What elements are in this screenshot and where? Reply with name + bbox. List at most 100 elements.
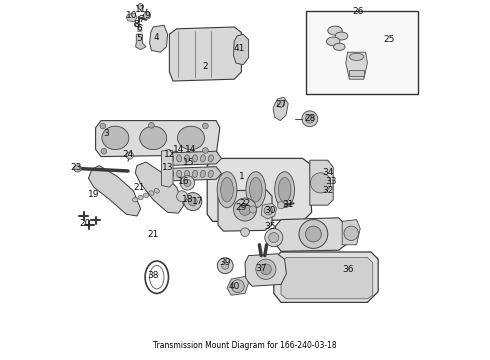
Circle shape xyxy=(184,179,191,186)
Text: 7: 7 xyxy=(138,15,144,24)
Ellipse shape xyxy=(200,170,205,177)
Ellipse shape xyxy=(217,172,237,208)
Text: 5: 5 xyxy=(136,35,142,44)
Text: 28: 28 xyxy=(304,114,316,123)
Polygon shape xyxy=(135,162,184,213)
Text: 1: 1 xyxy=(239,172,245,181)
Ellipse shape xyxy=(138,195,143,200)
Ellipse shape xyxy=(278,177,291,202)
Text: 15: 15 xyxy=(183,158,195,166)
Ellipse shape xyxy=(249,177,262,202)
Polygon shape xyxy=(162,151,221,166)
Text: 22: 22 xyxy=(240,199,250,208)
Text: 23: 23 xyxy=(70,163,81,172)
Text: 4: 4 xyxy=(154,33,160,42)
Circle shape xyxy=(261,264,271,275)
Ellipse shape xyxy=(193,170,197,177)
Circle shape xyxy=(233,198,257,221)
Circle shape xyxy=(176,191,187,202)
Circle shape xyxy=(184,193,202,211)
Circle shape xyxy=(249,206,257,213)
Ellipse shape xyxy=(149,191,154,195)
Text: 2: 2 xyxy=(202,62,208,71)
Ellipse shape xyxy=(132,198,138,202)
Text: 11: 11 xyxy=(135,5,147,14)
Ellipse shape xyxy=(185,155,190,162)
Circle shape xyxy=(202,123,208,129)
Text: 39: 39 xyxy=(220,258,231,267)
Text: 14: 14 xyxy=(172,145,184,154)
Text: 27: 27 xyxy=(275,100,287,109)
Ellipse shape xyxy=(102,126,129,150)
Ellipse shape xyxy=(275,172,294,208)
Text: 37: 37 xyxy=(255,264,267,273)
Text: 16: 16 xyxy=(178,177,190,186)
Ellipse shape xyxy=(328,26,342,35)
Text: 3: 3 xyxy=(103,129,109,138)
Text: 10: 10 xyxy=(126,11,137,20)
Text: 12: 12 xyxy=(164,150,175,159)
Polygon shape xyxy=(273,97,288,121)
Circle shape xyxy=(180,176,195,190)
Text: 14: 14 xyxy=(185,145,196,154)
Circle shape xyxy=(241,228,249,237)
Ellipse shape xyxy=(200,155,205,162)
Text: 8: 8 xyxy=(133,20,139,29)
Polygon shape xyxy=(88,166,141,216)
Circle shape xyxy=(305,114,314,123)
Ellipse shape xyxy=(140,126,167,150)
Text: 40: 40 xyxy=(228,282,240,291)
Ellipse shape xyxy=(334,43,345,50)
Ellipse shape xyxy=(208,155,214,162)
Text: 32: 32 xyxy=(322,186,334,195)
Text: 35: 35 xyxy=(265,222,276,231)
Polygon shape xyxy=(170,27,242,81)
Text: 30: 30 xyxy=(265,206,276,215)
Bar xyxy=(349,70,364,76)
Text: 41: 41 xyxy=(234,44,245,53)
Text: 29: 29 xyxy=(236,202,247,211)
Circle shape xyxy=(265,229,283,247)
Ellipse shape xyxy=(246,172,266,208)
Circle shape xyxy=(74,165,81,172)
Ellipse shape xyxy=(208,170,214,177)
Polygon shape xyxy=(342,220,360,245)
Circle shape xyxy=(239,204,251,215)
Text: 21: 21 xyxy=(147,230,159,239)
Circle shape xyxy=(256,259,276,279)
Ellipse shape xyxy=(177,126,204,150)
Text: 9: 9 xyxy=(144,11,150,20)
Polygon shape xyxy=(227,276,248,295)
Ellipse shape xyxy=(349,53,364,60)
Text: 17: 17 xyxy=(193,197,204,206)
Text: 36: 36 xyxy=(342,266,353,274)
Polygon shape xyxy=(136,34,146,50)
Polygon shape xyxy=(274,252,378,302)
Text: 21: 21 xyxy=(133,183,145,192)
Ellipse shape xyxy=(144,193,148,198)
Circle shape xyxy=(264,206,273,215)
Ellipse shape xyxy=(185,170,190,177)
Circle shape xyxy=(148,122,154,128)
Ellipse shape xyxy=(169,170,174,177)
Circle shape xyxy=(344,226,358,240)
Circle shape xyxy=(100,123,106,129)
Circle shape xyxy=(311,173,331,193)
Text: 18: 18 xyxy=(182,195,193,204)
Circle shape xyxy=(277,100,285,107)
Ellipse shape xyxy=(335,32,348,40)
Ellipse shape xyxy=(176,170,182,177)
Circle shape xyxy=(302,111,318,127)
Polygon shape xyxy=(162,167,221,181)
Circle shape xyxy=(305,226,321,242)
Text: 38: 38 xyxy=(147,271,159,280)
Circle shape xyxy=(299,220,328,248)
Text: 6: 6 xyxy=(136,24,142,33)
Ellipse shape xyxy=(220,177,233,202)
Ellipse shape xyxy=(193,155,197,162)
Ellipse shape xyxy=(154,189,159,193)
Polygon shape xyxy=(310,160,333,205)
Text: 31: 31 xyxy=(282,200,294,209)
Ellipse shape xyxy=(169,155,174,162)
Ellipse shape xyxy=(326,37,340,46)
